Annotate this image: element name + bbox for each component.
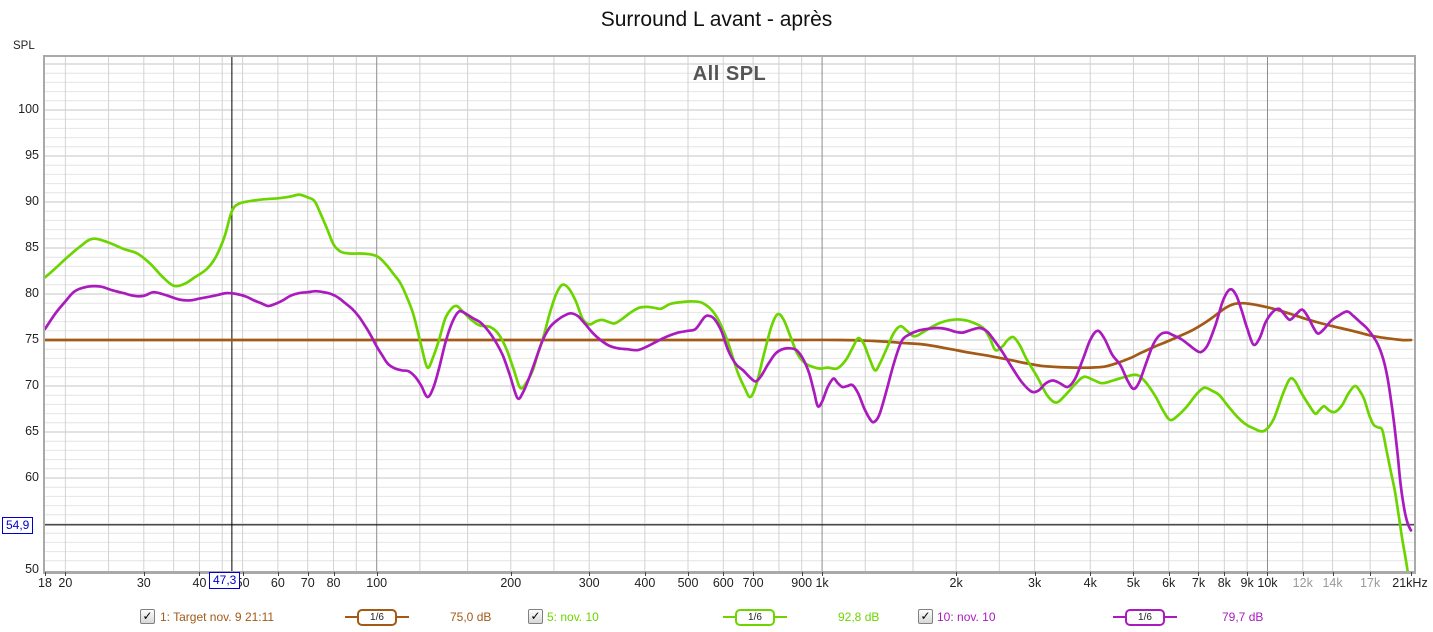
x-tick-label: 21kHz <box>1392 576 1428 590</box>
trace-label-3: 10: nov. 10 <box>937 610 996 624</box>
x-tick-label: 40 <box>192 576 207 590</box>
trace-label-1: 1: Target nov. 9 21:11 <box>160 610 275 624</box>
x-tick-label: 2k <box>949 576 963 590</box>
x-tick-label: 300 <box>578 576 600 590</box>
x-tick-mark <box>1133 572 1135 576</box>
x-tick-mark <box>1198 572 1200 576</box>
smoothing-badge-1[interactable]: 1/6 <box>345 609 409 626</box>
smoothing-badge-2[interactable]: 1/6 <box>723 609 787 626</box>
x-tick-label: 20 <box>58 576 73 590</box>
y-tick-label: 100 <box>18 102 39 116</box>
trace-checkbox-2[interactable]: ✓ <box>528 609 543 624</box>
x-tick-label: 80 <box>326 576 341 590</box>
x-tick-label: 3k <box>1027 576 1042 590</box>
y-tick-label: 80 <box>25 286 39 300</box>
x-tick-label: 6k <box>1162 576 1176 590</box>
y-tick-label: 75 <box>25 332 39 346</box>
y-axis-unit-label: SPL <box>13 40 35 52</box>
x-tick-mark <box>1302 572 1304 576</box>
x-tick-mark <box>1090 572 1092 576</box>
y-cursor-readout: 54,9 <box>2 517 34 534</box>
cursor-value-3: 79,7 dB <box>1222 610 1264 624</box>
x-tick-mark <box>956 572 958 576</box>
x-tick-label: 400 <box>634 576 656 590</box>
spl-chart-canvas <box>45 57 1414 571</box>
x-tick-mark <box>277 572 279 576</box>
x-tick-mark <box>753 572 755 576</box>
x-tick-mark <box>1411 572 1412 576</box>
x-tick-label: 5k <box>1126 576 1141 590</box>
x-tick-label: 100 <box>366 576 388 590</box>
x-tick-label: 1k <box>815 576 829 590</box>
smoothing-value-1: 1/6 <box>357 609 397 626</box>
x-tick-mark <box>801 572 803 576</box>
legend-bar: ✓ 1: Target nov. 9 21:11 1/6 75,0 dB ✓ 5… <box>0 606 1433 630</box>
x-tick-label: 4k <box>1083 576 1097 590</box>
x-tick-label: 700 <box>742 576 764 590</box>
x-tick-mark <box>1332 572 1334 576</box>
cursor-value-1: 75,0 dB <box>450 610 492 624</box>
x-tick-mark <box>307 572 309 576</box>
x-tick-label: 18 <box>38 576 52 590</box>
x-tick-label: 9k <box>1240 576 1254 590</box>
x-tick-label: 600 <box>712 576 734 590</box>
x-tick-mark <box>143 572 145 576</box>
x-tick-mark <box>1224 572 1226 576</box>
x-tick-mark <box>376 572 378 576</box>
x-tick-mark <box>1168 572 1170 576</box>
spl-plot-area[interactable]: All SPL <box>43 55 1416 574</box>
x-tick-label: 17k <box>1360 576 1381 590</box>
smoothing-value-3: 1/6 <box>1125 609 1165 626</box>
x-tick-mark <box>333 572 335 576</box>
x-tick-label: 900 <box>791 576 813 590</box>
trace-checkbox-3[interactable]: ✓ <box>918 609 933 624</box>
x-tick-label: 200 <box>500 576 522 590</box>
x-tick-label: 500 <box>677 576 699 590</box>
y-tick-label: 65 <box>25 424 39 438</box>
x-tick-mark <box>723 572 725 576</box>
x-tick-mark <box>1247 572 1249 576</box>
x-tick-mark <box>1267 572 1269 576</box>
x-tick-label: 12k <box>1292 576 1313 590</box>
x-tick-mark <box>510 572 512 576</box>
x-tick-mark <box>65 572 67 576</box>
x-tick-mark <box>1034 572 1036 576</box>
x-tick-label: 7k <box>1191 576 1206 590</box>
trace-label-2: 5: nov. 10 <box>547 610 599 624</box>
x-tick-mark <box>45 572 46 576</box>
x-tick-mark <box>644 572 646 576</box>
cursor-crosshair <box>45 57 1414 571</box>
y-tick-label: 50 <box>25 562 39 576</box>
chart-title: Surround L avant - après <box>600 8 833 31</box>
cursor-value-2: 92,8 dB <box>838 610 880 624</box>
grid-lines <box>45 57 1414 571</box>
x-tick-label: 30 <box>136 576 151 590</box>
x-tick-label: 10k <box>1257 576 1278 590</box>
y-tick-label: 90 <box>25 194 39 208</box>
y-tick-label: 60 <box>25 470 39 484</box>
y-tick-label: 70 <box>25 378 39 392</box>
smoothing-value-2: 1/6 <box>735 609 775 626</box>
series-green-curve <box>45 193 1409 571</box>
series-purple-curve <box>45 284 1413 532</box>
x-tick-mark <box>822 572 824 576</box>
series-target-curve <box>45 301 1413 370</box>
x-tick-label: 8k <box>1217 576 1231 590</box>
plot-inner-title: All SPL <box>692 63 767 85</box>
x-tick-mark <box>1370 572 1372 576</box>
x-tick-label: 70 <box>300 576 315 590</box>
x-tick-mark <box>688 572 689 576</box>
y-tick-label: 85 <box>25 240 39 254</box>
x-cursor-readout: 47,3 <box>209 572 241 589</box>
y-tick-label: 95 <box>25 148 39 162</box>
x-tick-mark <box>199 572 201 576</box>
trace-checkbox-1[interactable]: ✓ <box>140 609 155 624</box>
x-tick-label: 14k <box>1322 576 1343 590</box>
x-tick-mark <box>589 572 591 576</box>
smoothing-badge-3[interactable]: 1/6 <box>1113 609 1177 626</box>
x-tick-label: 60 <box>270 576 285 590</box>
x-tick-mark <box>242 572 244 576</box>
